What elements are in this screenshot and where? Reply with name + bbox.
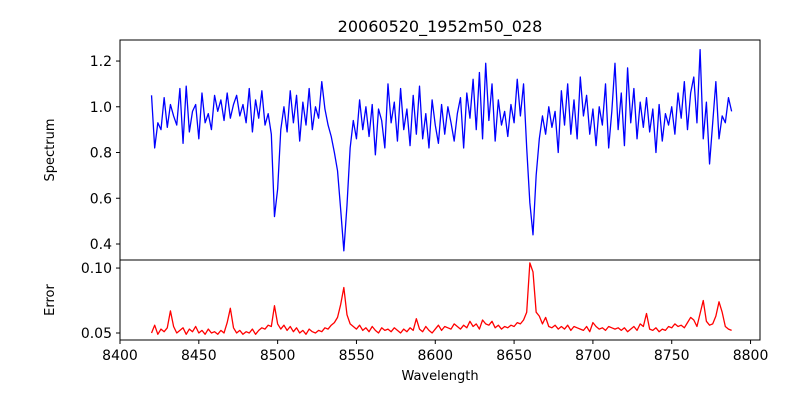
spectrum-panel	[150, 48, 733, 252]
error-series-line	[150, 262, 732, 335]
x-axis-label: Wavelength	[401, 369, 478, 384]
x-tick-label: 8500	[260, 348, 296, 364]
error-y-axis-label: Error	[43, 284, 58, 316]
spectrum-y-tick-label: 1.0	[90, 100, 112, 116]
error-y-tick-label: 0.10	[81, 261, 112, 277]
spectrum-y-tick-label: 0.6	[90, 191, 112, 207]
spectrum-y-axis-label: Spectrum	[43, 119, 58, 182]
spectrum-y-tick-label: 1.2	[90, 54, 112, 70]
x-tick-label: 8750	[654, 348, 690, 364]
chart-title: 20060520_1952m50_028	[338, 17, 543, 37]
error-axes-frame	[119, 259, 761, 341]
x-tick-label: 8800	[733, 348, 769, 364]
x-tick-label: 8450	[181, 348, 217, 364]
x-tick-label: 8400	[102, 348, 138, 364]
x-tick-label: 8550	[339, 348, 375, 364]
spectrum-series-line	[150, 48, 733, 252]
spectrum-y-tick-label: 0.4	[90, 237, 112, 253]
axis-ticks: 0.4 0.6 0.8 1.0 1.2 0.05 0.10 8400 8450 8500 8550 8…	[81, 54, 769, 364]
spectrum-y-tick-label: 0.8	[90, 146, 112, 162]
error-y-tick-label: 0.05	[81, 326, 112, 342]
error-panel	[150, 262, 732, 335]
x-tick-label: 8650	[496, 348, 532, 364]
x-tick-label: 8600	[417, 348, 453, 364]
x-tick-label: 8700	[575, 348, 611, 364]
